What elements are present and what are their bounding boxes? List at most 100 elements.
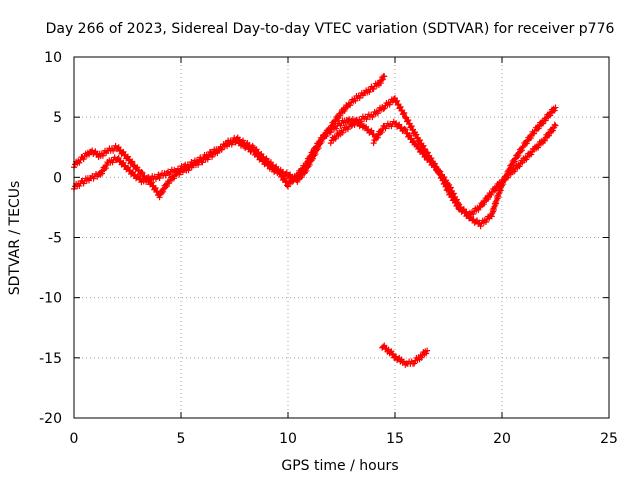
data-point (285, 183, 291, 190)
data-point (381, 105, 388, 112)
y-tick-label: -5 (48, 231, 62, 247)
data-point (400, 110, 407, 117)
data-point (289, 178, 296, 185)
data-point (327, 129, 334, 136)
data-point (312, 146, 319, 153)
data-point (437, 168, 444, 175)
data-point (380, 106, 387, 113)
data-point (348, 123, 355, 130)
x-tick-labels: 0 5 10 15 20 25 (70, 431, 618, 447)
data-point (277, 169, 284, 176)
data-point (418, 354, 425, 361)
y-tick-label: -10 (39, 291, 62, 307)
data-point (370, 140, 377, 147)
data-point (509, 163, 516, 170)
data-point (420, 142, 427, 149)
data-point (527, 134, 534, 141)
x-axis-title: GPS time / hours (281, 458, 398, 474)
y-tick-label: 0 (53, 170, 62, 186)
data-point (303, 167, 310, 174)
data-point (551, 107, 558, 114)
data-point (401, 109, 408, 116)
data-point (397, 103, 404, 110)
data-point (129, 158, 136, 165)
data-point (307, 155, 314, 162)
data-point (531, 130, 538, 137)
data-point (518, 147, 525, 154)
data-point (482, 218, 489, 225)
data-point (547, 112, 554, 119)
y-tick-labels: 10 5 0 -5 -10 -15 -20 (39, 50, 62, 427)
y-axis-title: SDTVAR / TECUs (7, 181, 23, 296)
data-point (406, 132, 413, 139)
grid-lines (74, 57, 609, 418)
data-point (515, 152, 522, 159)
data-point (551, 121, 558, 128)
data-point (138, 169, 145, 176)
data-point (411, 360, 418, 367)
x-tick-label: 15 (386, 431, 404, 447)
data-point (402, 126, 409, 133)
data-point (337, 112, 344, 119)
data-point (163, 183, 170, 190)
data-point (240, 139, 247, 146)
x-tick-label: 10 (279, 431, 297, 447)
y-tick-label: 5 (53, 110, 62, 126)
data-point (516, 163, 523, 170)
data-point (475, 206, 482, 213)
data-point (146, 176, 153, 183)
data-point (408, 123, 415, 130)
data-point (341, 107, 348, 114)
data-point (550, 127, 557, 134)
data-point (339, 129, 346, 136)
data-point (366, 89, 373, 96)
data-point (540, 120, 547, 127)
data-point (542, 117, 549, 124)
data-point (102, 165, 109, 172)
data-point (333, 125, 340, 132)
data-point (511, 168, 518, 175)
data-point (344, 126, 351, 133)
data-point (378, 129, 385, 136)
data-point (298, 168, 305, 175)
data-point (166, 180, 173, 187)
data-point (423, 152, 430, 159)
data-point (394, 97, 401, 104)
data-point (523, 156, 530, 163)
data-point (423, 350, 430, 357)
data-point (332, 135, 339, 142)
data-point (422, 153, 429, 160)
data-point (80, 156, 87, 163)
data-point (316, 140, 323, 147)
data-point (347, 102, 354, 109)
data-point (534, 144, 541, 151)
data-point (465, 211, 472, 218)
data-point (421, 145, 428, 152)
series-track-e (379, 342, 431, 368)
data-point (160, 188, 167, 195)
data-point (488, 191, 495, 198)
data-point (327, 140, 334, 147)
data-marks (71, 73, 559, 368)
x-tick-label: 25 (600, 431, 618, 447)
x-tick-label: 5 (177, 431, 186, 447)
data-point (485, 195, 492, 202)
chart-title: Day 266 of 2023, Sidereal Day-to-day VTE… (46, 21, 615, 37)
y-tick-label: 10 (44, 50, 62, 66)
series-track-d (370, 104, 559, 230)
data-point (294, 173, 301, 180)
data-point (523, 140, 530, 147)
data-point (424, 347, 431, 354)
data-point (528, 151, 535, 158)
data-point (410, 137, 417, 144)
data-point (405, 117, 412, 124)
data-point (441, 174, 448, 181)
y-tick-label: -15 (39, 351, 62, 367)
data-point (156, 194, 163, 201)
x-tick-label: 0 (70, 431, 79, 447)
data-point (552, 122, 559, 129)
data-point (303, 161, 310, 168)
data-point (552, 104, 559, 111)
data-point (535, 125, 542, 132)
data-point (377, 80, 384, 87)
